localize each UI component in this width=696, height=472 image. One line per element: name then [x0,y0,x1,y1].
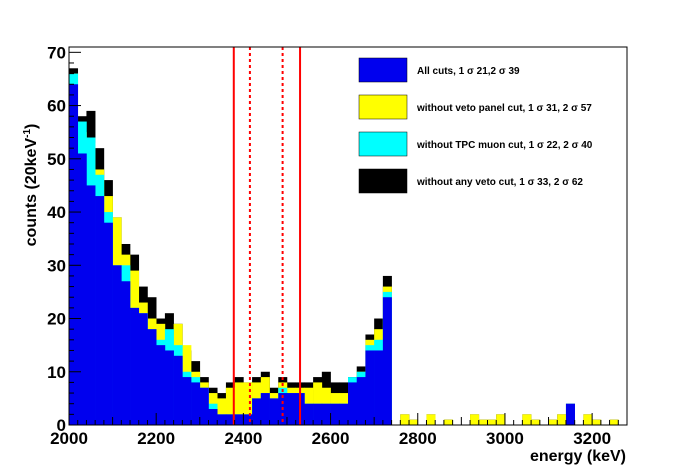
bar [557,414,567,425]
bar [609,419,619,425]
bar [208,409,218,425]
y-tick-label: 50 [47,150,66,169]
y-axis-title-main: counts (20keV [23,138,40,247]
bar [374,350,384,425]
bar [565,403,575,425]
bar [487,419,497,425]
bar [470,414,480,425]
bar [531,419,541,425]
bar [443,419,453,425]
bar [112,265,122,425]
bar [173,355,183,425]
bar [243,414,253,425]
bar [225,414,235,425]
axes-layer: 2000 2200 2400 2600 2800 3000 3200 0 10 20 30 40 50 6… [47,43,628,448]
x-tick-label: 2600 [312,429,350,448]
legend: All cuts, 1 σ 21,2 σ 39 without veto pane… [358,57,593,194]
legend-swatch [358,131,408,157]
bar [356,377,366,425]
bar [121,281,131,425]
bar [260,393,270,425]
y-tick-label: 70 [47,43,66,62]
bar [234,382,244,425]
bar [95,196,105,425]
bar [426,414,436,425]
y-tick-label: 0 [57,416,66,435]
legend-label: without any veto cut, 1 σ 33, 2 σ 62 [416,177,583,188]
bar [409,419,419,425]
bar [217,414,227,425]
bar [592,419,602,425]
bar [269,398,279,425]
vertical-lines-layer [232,47,302,425]
y-axis-title-close: ) [23,124,40,129]
bar [304,403,314,425]
bar [286,393,296,425]
bar [164,350,174,425]
bar [243,382,253,425]
bar [365,350,375,425]
y-tick-label: 30 [47,256,66,275]
legend-label: without veto panel cut, 1 σ 31, 2 σ 57 [416,103,592,114]
bar [156,345,166,425]
bar [199,387,209,425]
bar [583,414,593,425]
legend-swatch [358,57,408,83]
bar [313,403,323,425]
bar [234,414,244,425]
bar [348,382,358,425]
x-tick-label: 3000 [486,429,524,448]
bar [77,153,87,425]
bar [522,414,532,425]
bar [103,222,113,425]
y-axis-title-sup: -1 [22,129,33,138]
legend-label: without TPC muon cut, 1 σ 22, 2 σ 40 [416,140,593,151]
legend-label: All cuts, 1 σ 21,2 σ 39 [417,66,520,77]
y-tick-label: 10 [47,363,66,382]
bar [330,403,340,425]
bar [182,377,192,425]
y-tick-label: 20 [47,310,66,329]
y-tick-label: 60 [47,97,66,116]
bar [382,297,392,425]
bar [252,398,262,425]
bar [225,387,235,425]
bar [548,419,558,425]
x-axis-title: energy (keV) [530,448,626,465]
legend-swatch [358,94,408,120]
bar [400,414,410,425]
y-axis-title: counts (20keV-1) [22,124,40,247]
x-tick-label: 2800 [399,429,437,448]
bar [321,403,331,425]
bar [478,419,488,425]
legend-swatch [358,168,408,194]
x-tick-label: 3200 [573,429,611,448]
x-tick-label: 2400 [224,429,262,448]
bars-layer [69,68,619,426]
bar [147,329,157,425]
x-tick-label: 2200 [137,429,175,448]
y-tick-label: 40 [47,203,66,222]
bar [130,307,140,425]
bar [138,313,148,425]
x-tick-label: 2000 [50,429,88,448]
bar [339,403,349,425]
bar [496,414,506,425]
bar [86,185,96,425]
bar [191,382,201,425]
bar [217,398,227,425]
